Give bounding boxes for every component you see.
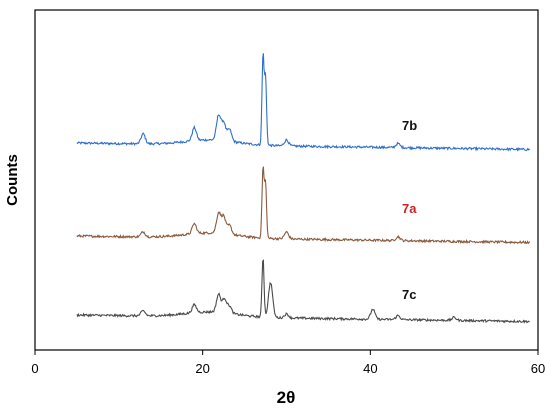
x-tick-label-40: 40 <box>363 361 377 376</box>
x-axis-title: 2θ <box>277 388 296 407</box>
series-label-7c: 7c <box>402 287 416 302</box>
x-tick-label-20: 20 <box>195 361 209 376</box>
x-axis-ticks: 0 20 40 60 <box>31 350 545 376</box>
x-tick-label-60: 60 <box>531 361 545 376</box>
series-label-7a: 7a <box>402 201 417 216</box>
series-line-7b <box>76 53 531 152</box>
series-line-7c <box>76 259 530 324</box>
series-traces <box>76 53 531 324</box>
y-axis-title: Counts <box>4 154 21 206</box>
series-labels: 7b 7a 7c <box>402 118 417 302</box>
series-line-7a <box>76 166 531 245</box>
x-tick-label-0: 0 <box>31 361 38 376</box>
plot-frame <box>34 9 539 351</box>
series-label-7b: 7b <box>402 118 417 133</box>
